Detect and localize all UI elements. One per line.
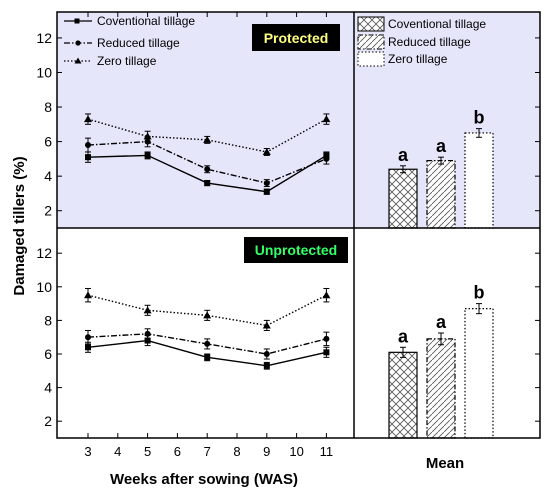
data-point-square [85,344,91,351]
x-tick-label: 11 [320,444,334,459]
y-tick-label: 10 [36,64,52,80]
unprotected-badge-label: Unprotected [255,242,337,258]
y-tick-label: 12 [36,30,52,46]
mean-bar-blank [464,308,494,439]
x-tick-label: 10 [289,444,303,459]
y-tick-label: 12 [36,245,52,261]
x-tick-label: 5 [144,444,151,459]
y-tick-label: 8 [44,312,52,328]
x-tick-label: 3 [84,444,91,459]
data-point-triangle [143,132,152,140]
mean-bar-diagonal [426,338,456,439]
data-point-circle [85,142,91,149]
x-tick-label: 4 [114,444,121,459]
data-point-triangle [322,115,331,123]
y-tick-label: 2 [44,413,52,429]
significance-letter: b [474,283,485,303]
data-point-square [263,188,270,195]
legend-marker-triangle [74,57,82,64]
bar-legend-swatch-conventional [357,16,385,32]
data-point-triangle [262,147,271,155]
legend-label-reduced: Reduced tillage [97,36,180,50]
data-point-triangle [84,115,92,123]
data-point-circle [323,155,330,162]
bar-legend: Coventional tillage Reduced tillage Zero… [357,16,486,67]
data-point-square [263,362,270,369]
data-point-circle [263,180,270,187]
x-tick-label: 6 [174,444,181,459]
data-point-circle [144,330,151,337]
data-point-triangle [203,311,212,319]
data-point-square [204,354,211,361]
legend-marker-square [74,18,80,24]
bar-legend-label-reduced: Reduced tillage [388,35,471,49]
line-legend: Coventional tillage Reduced tillage Zero… [64,14,195,68]
legend-label-zero: Zero tillage [97,54,157,68]
data-point-square [204,180,211,187]
mean-bar-blank [464,132,494,229]
y-tick-label: 4 [44,380,52,396]
protected-badge [252,24,340,51]
data-point-square [323,349,330,356]
x-tick-label: 8 [233,444,240,459]
significance-letter: a [436,312,447,332]
bar-legend-label-conventional: Coventional tillage [388,17,486,31]
y-tick-label: 8 [44,99,52,115]
x-tick-label: 9 [263,444,270,459]
y-tick-label: 10 [36,279,52,295]
data-point-circle [85,334,91,341]
unprotected-badge [244,237,348,263]
bar-legend-label-zero: Zero tillage [388,52,448,66]
y-tick-label: 6 [44,134,52,150]
significance-letter: a [436,136,447,156]
data-point-circle [204,166,211,173]
x-tick-label: 7 [204,444,211,459]
series-line-triangle [87,294,327,327]
mean-label: Mean [426,455,464,472]
significance-letter: a [398,145,409,165]
y-tick-label: 2 [44,203,52,219]
y-axis-label: Damaged tillers (%) [11,156,28,295]
significance-letter: a [398,326,409,346]
data-point-square [85,154,91,161]
data-point-triangle [203,135,212,143]
legend-marker-circle [75,40,81,46]
data-point-circle [204,340,211,347]
data-point-square [144,152,151,159]
protected-badge-label: Protected [264,30,329,46]
significance-letter: b [474,108,485,128]
figure-frame [56,11,541,439]
x-axis-label: Weeks after sowing (WAS) [110,471,298,488]
data-point-circle [263,351,270,357]
legend-label-conventional: Coventional tillage [97,14,195,28]
data-point-circle [323,335,330,342]
data-point-triangle [262,321,271,329]
bar-legend-swatch-reduced [357,34,385,50]
data-point-square [144,337,151,344]
data-point-triangle [143,306,152,314]
series-line-circle [87,140,327,184]
y-tick-label: 6 [44,346,52,362]
data-point-triangle [322,291,331,299]
bar-legend-swatch-zero [357,51,385,67]
mean-bar-diagonal [426,160,456,229]
y-tick-label: 4 [44,168,52,184]
data-point-triangle [84,291,92,299]
mean-bar-crosshatch [388,351,418,439]
mean-bar-crosshatch [388,168,418,229]
